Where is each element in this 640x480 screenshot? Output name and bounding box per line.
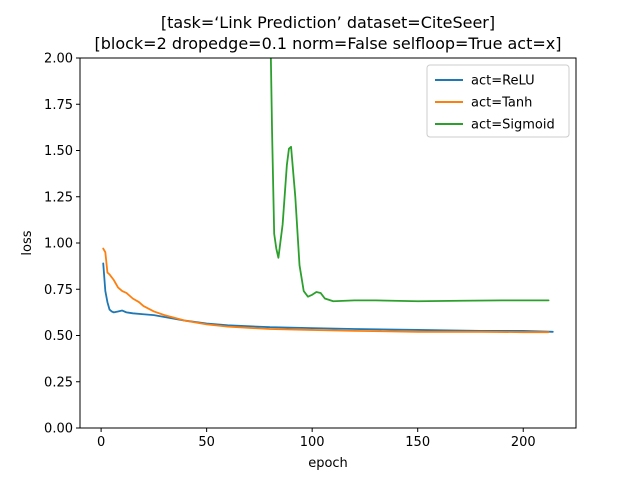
y-tick-label: 0.00 (44, 422, 73, 437)
x-tick-label: 150 (405, 435, 430, 450)
y-tick-label: 0.50 (44, 329, 73, 344)
x-tick-label: 50 (198, 435, 215, 450)
legend: act=ReLU act=Tanh act=Sigmoid (426, 64, 570, 138)
x-axis: 0 50 100 150 200 (97, 428, 536, 450)
chart-title-line-1: [task=‘Link Prediction’ dataset=CiteSeer… (161, 13, 495, 32)
chart-title-line-2: [block=2 dropedge=0.1 norm=False selfloo… (94, 34, 561, 53)
x-axis-label: epoch (308, 456, 348, 471)
series-line-act-tanh (102, 247, 550, 334)
y-tick-label: 1.50 (44, 144, 73, 159)
y-tick-label: 1.00 (44, 237, 73, 252)
y-tick-label: 1.25 (44, 190, 73, 205)
y-axis: 0.00 0.25 0.50 0.75 1.00 1.25 1.50 1.75 2.00 (44, 52, 80, 437)
legend-label: act=Sigmoid (471, 118, 555, 133)
legend-label: act=ReLU (471, 74, 535, 89)
legend-frame (426, 64, 570, 138)
y-tick-label: 2.00 (44, 52, 73, 67)
series-line-act-sigmoid (269, 58, 550, 303)
y-tick-label: 1.75 (44, 98, 73, 113)
plot-area (102, 58, 554, 334)
series-line-act-relu (102, 262, 554, 333)
x-tick-label: 100 (300, 435, 325, 450)
y-tick-label: 0.25 (44, 375, 73, 390)
y-tick-label: 0.75 (44, 283, 73, 298)
legend-label: act=Tanh (471, 96, 532, 111)
x-tick-label: 200 (511, 435, 536, 450)
y-axis-label: loss (20, 230, 35, 255)
x-tick-label: 0 (97, 435, 105, 450)
